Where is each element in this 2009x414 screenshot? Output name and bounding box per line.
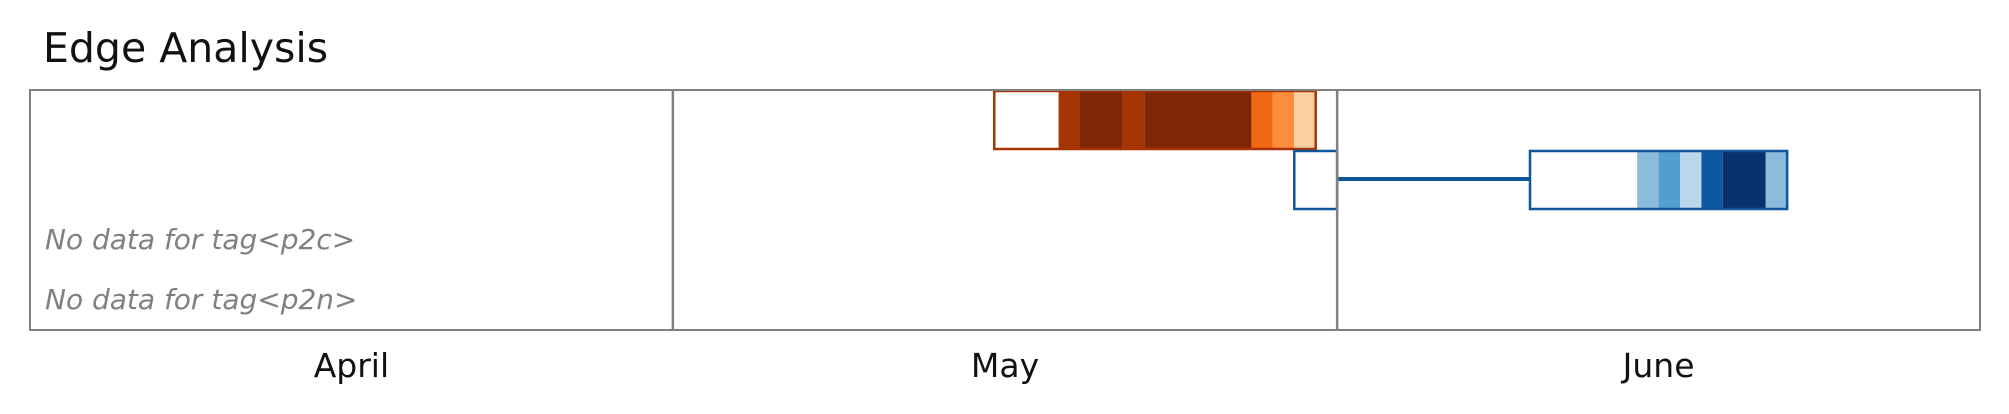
month-tick-label: April: [314, 346, 389, 385]
heatmap-cell: [1637, 151, 1659, 209]
heatmap-cell: [1080, 91, 1123, 149]
month-tick-label: June: [1621, 346, 1695, 385]
heatmap-cell: [1658, 151, 1680, 209]
heatmap-cells: [993, 89, 1789, 211]
heatmap-cell: [1701, 151, 1723, 209]
heatmap-cell: [1058, 91, 1080, 149]
heatmap-cell: [1122, 91, 1145, 149]
heatmap-cell: [1144, 91, 1252, 149]
plot-border: [29, 89, 1981, 331]
heatmap-cell: [1294, 151, 1338, 209]
heatmap-cell: [1272, 91, 1295, 149]
heatmap-cell: [1294, 91, 1316, 149]
cell-group-outline: [1528, 149, 1789, 211]
heatmap-cell: [1722, 151, 1766, 209]
month-tick-labels: April May June: [314, 346, 1695, 385]
heatmap-cell: [994, 91, 1059, 149]
plot-frame: [29, 89, 1981, 331]
no-data-label: No data for tag<p2c>: [45, 223, 355, 256]
heatmap-cell: [1530, 151, 1638, 209]
heatmap-cell: [1765, 151, 1788, 209]
row-labels: No data for tag<p2c> No data for tag<p2n>: [45, 223, 358, 316]
month-tick-label: May: [971, 346, 1039, 385]
chart-title: Edge Analysis: [43, 24, 329, 72]
no-data-label: No data for tag<p2n>: [45, 283, 358, 316]
heatmap-cell: [1251, 91, 1273, 149]
heatmap-cell: [1680, 151, 1702, 209]
